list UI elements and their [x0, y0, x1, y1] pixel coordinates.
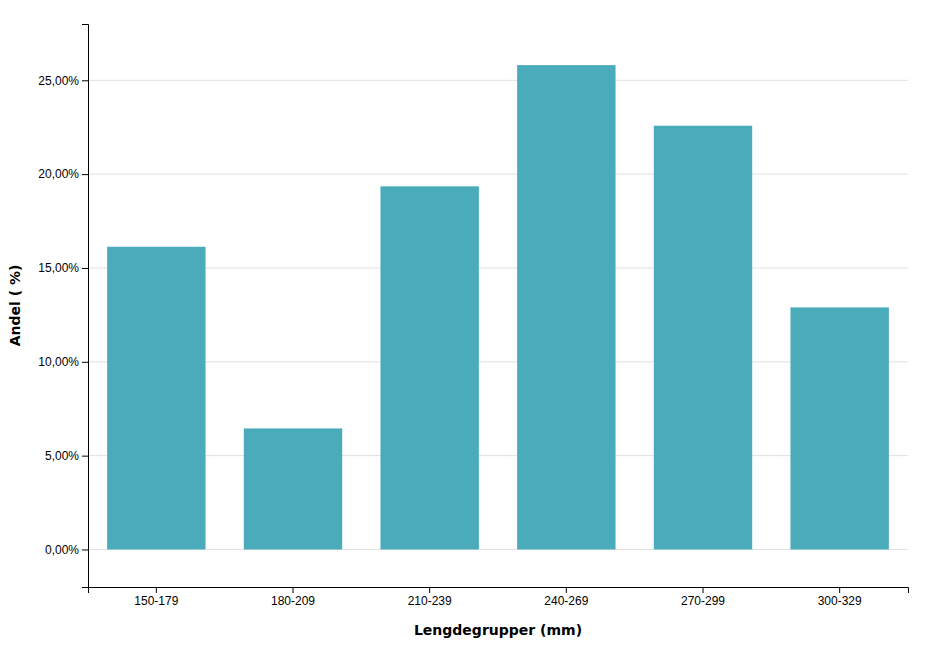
axis-line	[89, 588, 909, 594]
grid-line	[88, 80, 908, 81]
tick-label: 0,00%	[45, 543, 79, 557]
x-tick: 180-209	[271, 587, 315, 608]
grid-line	[88, 174, 908, 175]
x-tick: 240-269	[544, 587, 588, 608]
y-tick: 10,00%	[38, 355, 88, 369]
tick-mark	[82, 362, 88, 363]
tick-label: 150-179	[134, 594, 178, 608]
tick-mark	[82, 80, 88, 81]
bar	[244, 428, 342, 549]
x-tick: 300-329	[818, 587, 862, 608]
tick-mark	[566, 587, 567, 593]
tick-mark	[82, 549, 88, 550]
x-tick: 210-239	[408, 587, 452, 608]
y-tick: 5,00%	[45, 449, 88, 463]
bar	[517, 65, 615, 549]
y-tick: 15,00%	[38, 261, 88, 275]
grid-line	[88, 455, 908, 456]
y-axis-title: Andel ( %)	[7, 265, 23, 347]
y-axis: 0,00% 5,00% 10,00% 15,00% 20,00% 25,00%	[38, 25, 88, 588]
bar	[654, 126, 752, 550]
x-tick: 150-179	[134, 587, 178, 608]
tick-mark	[82, 174, 88, 175]
y-tick: 20,00%	[38, 167, 88, 181]
y-tick: 0,00%	[45, 543, 88, 557]
tick-mark	[839, 587, 840, 593]
tick-label: 270-299	[681, 594, 725, 608]
plot: 150-179 180-209 210-239 240-269 270-299 300-3…	[38, 25, 908, 608]
x-tick: 270-299	[681, 587, 725, 608]
x-axis-title: Lengdegrupper (mm)	[414, 622, 582, 638]
grid-line	[88, 267, 908, 268]
tick-label: 10,00%	[38, 355, 79, 369]
grid	[88, 80, 908, 549]
tick-label: 25,00%	[38, 74, 79, 88]
tick-mark	[703, 587, 704, 593]
tick-label: 180-209	[271, 594, 315, 608]
bars	[107, 65, 889, 549]
chart: 150-179 180-209 210-239 240-269 270-299 300-3…	[0, 0, 932, 651]
x-axis: 150-179 180-209 210-239 240-269 270-299 300-3…	[89, 587, 909, 608]
tick-mark	[293, 587, 294, 593]
tick-mark	[82, 268, 88, 269]
bar	[790, 307, 888, 549]
tick-label: 300-329	[818, 594, 862, 608]
axis-line	[82, 25, 89, 588]
grid-line	[88, 361, 908, 362]
tick-label: 210-239	[408, 594, 452, 608]
tick-mark	[156, 587, 157, 593]
tick-label: 5,00%	[45, 449, 79, 463]
tick-label: 15,00%	[38, 261, 79, 275]
bar	[380, 186, 478, 549]
tick-label: 240-269	[544, 594, 588, 608]
tick-label: 20,00%	[38, 167, 79, 181]
bar	[107, 247, 205, 550]
tick-mark	[82, 456, 88, 457]
tick-mark	[429, 587, 430, 593]
grid-line	[88, 549, 908, 550]
y-tick: 25,00%	[38, 74, 88, 88]
